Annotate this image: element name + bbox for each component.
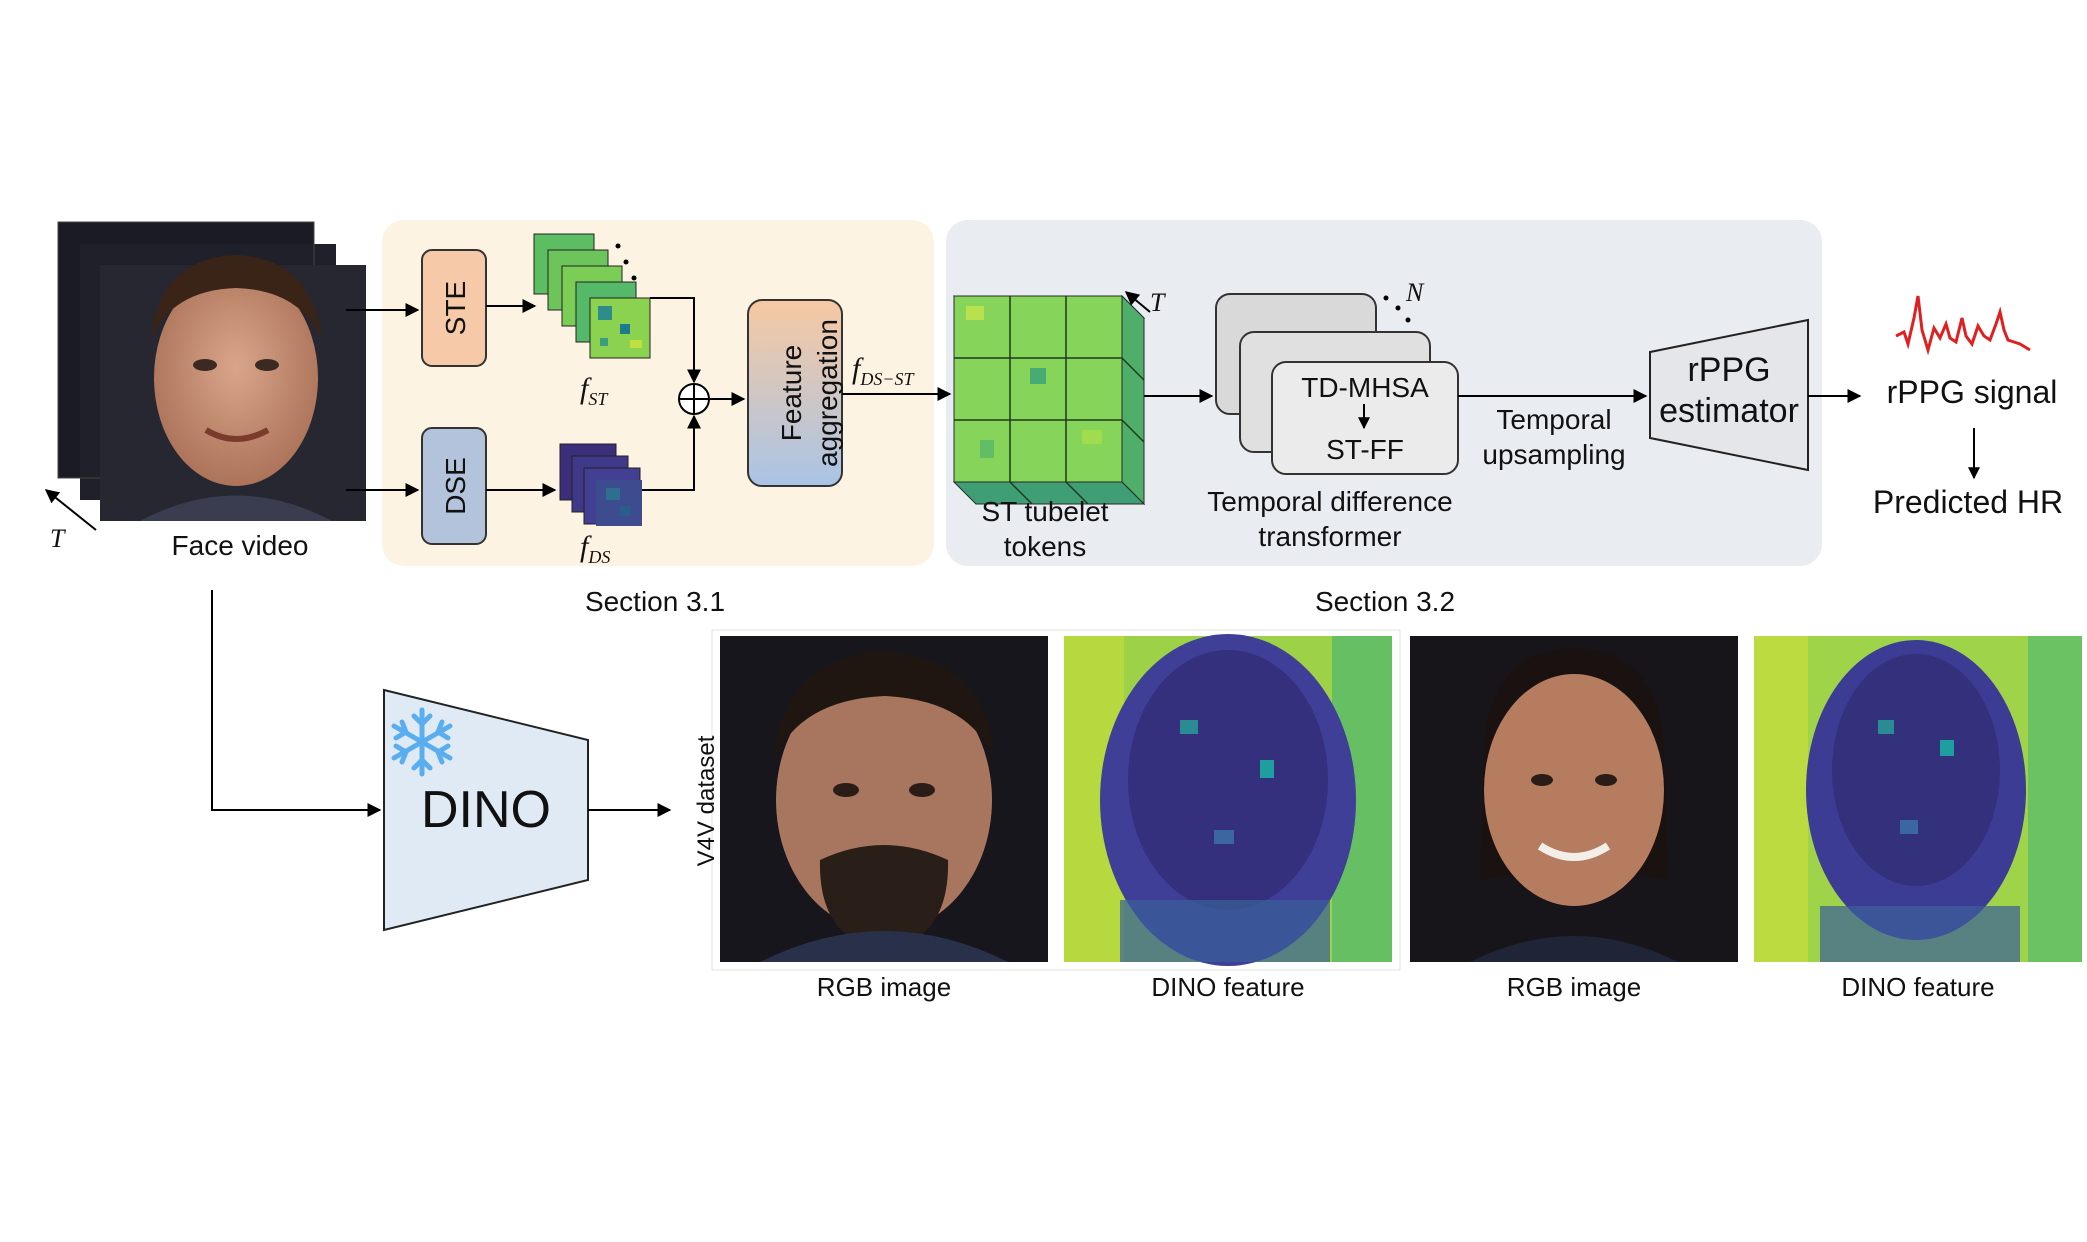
tdmhsa-label: TD-MHSA xyxy=(1301,372,1429,403)
face-video-time-symbol: T xyxy=(50,524,65,553)
predicted-hr-label: Predicted HR xyxy=(1872,484,2064,520)
f-ds-label: fDS xyxy=(580,530,611,567)
dino-feature-1 xyxy=(1064,634,1392,966)
dino-label: DINO xyxy=(421,781,551,839)
n-symbol: N xyxy=(1406,278,1424,307)
rppg-signal-label: rPPG signal xyxy=(1886,374,2058,410)
face-video-label: Face video xyxy=(171,530,309,561)
dino-feature-2 xyxy=(1754,636,2082,962)
f-ds-feature-stack xyxy=(559,443,642,526)
f-st-feature-stack xyxy=(533,233,651,359)
f-st-label: fST xyxy=(580,372,608,409)
dse-label: DSE xyxy=(440,457,471,515)
feature-aggregation-label: Feature aggregation xyxy=(776,319,844,467)
tubelet-time-symbol: T xyxy=(1150,288,1165,317)
snowflake-icon xyxy=(391,707,453,777)
rgb-image-1 xyxy=(720,636,1048,962)
dino-feature-2-caption: DINO feature xyxy=(1841,972,1995,1002)
st-tubelet-cube xyxy=(952,291,1151,506)
rppg-signal-wave xyxy=(1895,295,2031,356)
transformer-stack xyxy=(1215,293,1459,475)
stff-label: ST-FF xyxy=(1326,434,1404,465)
rppg-estimator-block xyxy=(1649,318,1809,472)
rgb-image-2-caption: RGB image xyxy=(1506,972,1642,1002)
sum-node xyxy=(678,383,710,415)
example-panel-frame xyxy=(711,629,1401,971)
ste-label: STE xyxy=(440,280,471,336)
ste-block xyxy=(421,249,487,367)
face-video-stack xyxy=(44,221,366,531)
dse-block xyxy=(421,427,487,545)
transformer-label: Temporal difference transformer xyxy=(1207,486,1453,552)
v4v-dataset-label: V4V dataset xyxy=(693,735,720,867)
tubelet-label: ST tubelet tokens xyxy=(981,496,1109,562)
section-3-1-caption: Section 3.1 xyxy=(584,586,726,617)
rppg-estimator-label: rPPG estimator xyxy=(1659,351,1799,430)
rgb-image-1-caption: RGB image xyxy=(816,972,952,1002)
temporal-upsampling-label: Temporal upsampling xyxy=(1482,404,1626,470)
f-ds-st-label: fDS−ST xyxy=(852,352,914,389)
rgb-image-2 xyxy=(1410,636,1738,962)
section-3-2-caption: Section 3.2 xyxy=(1314,586,1456,617)
dino-feature-1-caption: DINO feature xyxy=(1151,972,1305,1002)
